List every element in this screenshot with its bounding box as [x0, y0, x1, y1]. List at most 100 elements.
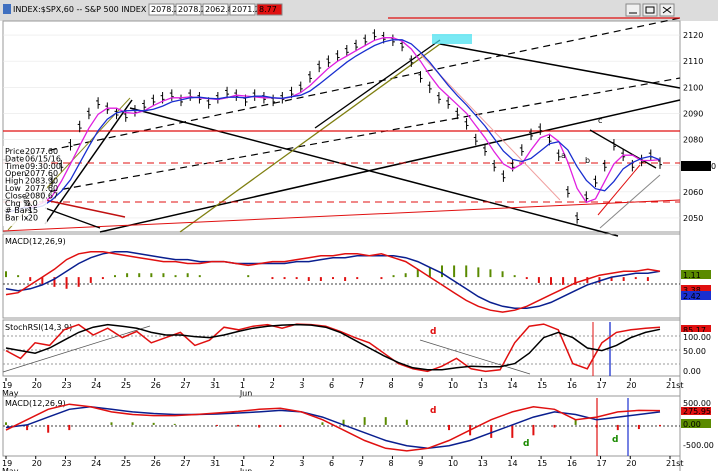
wave-labels: a b c — [561, 116, 602, 165]
date-tick-label: 20 — [32, 459, 42, 468]
date-tick-label: 14 — [507, 381, 517, 390]
date-tick-label: 13 — [478, 381, 488, 390]
date-tick-label: 8 — [388, 381, 393, 390]
date-tick-label: 31 — [210, 459, 220, 468]
value-label: 3.38 — [683, 286, 701, 295]
price-gridlines — [3, 34, 680, 219]
stochrsi-title: StochRSI(14,3,9) — [5, 323, 72, 332]
data-window-value: 2077.60 — [25, 147, 58, 156]
macd-hourly-value-labels: 1.11 3.382.42 — [681, 270, 711, 301]
wave-label-a: a — [561, 151, 566, 160]
title-value-box — [175, 3, 202, 16]
value-label-box — [681, 406, 711, 415]
data-window-label: Bar Ix — [5, 214, 29, 223]
date-tick-label: 25 — [121, 381, 131, 390]
date-tick-label: 20 — [626, 381, 636, 390]
date-tick-label: 16 — [567, 459, 577, 468]
value-label-box — [681, 346, 711, 355]
data-window-label: Time — [4, 162, 25, 171]
indicator-line-signal — [5, 403, 661, 452]
date-tick-label: 20 — [626, 459, 636, 468]
macd-daily-title: MACD(12,26,9) — [5, 399, 66, 408]
indicator-line-main — [5, 323, 661, 373]
date-tick-label: 6 — [329, 381, 334, 390]
date-tick-label: 27 — [180, 459, 190, 468]
date-tick-label: 19 — [2, 459, 12, 468]
data-window-value: 0.0 — [25, 199, 38, 208]
date-tick-label: 24 — [91, 459, 101, 468]
ma-fast-line — [5, 37, 661, 214]
value-label: 50.00 — [683, 347, 706, 356]
value-label: 0.00 — [683, 420, 701, 429]
date-tick-label: 9 — [418, 459, 423, 468]
macd-hourly-series — [5, 251, 661, 313]
macd-daily-series: d d d — [5, 403, 661, 452]
date-tick-label: 14 — [507, 459, 517, 468]
data-window-value: 2083.90 — [25, 177, 58, 186]
data-window-label: # Bars — [5, 206, 32, 215]
title-value-text: 2062.84 — [205, 5, 238, 14]
last-price-label: 2071.30 — [683, 162, 716, 171]
value-label: -500.00 — [683, 441, 714, 450]
value-label-box — [681, 270, 711, 279]
date-tick-label: 31 — [210, 381, 220, 390]
value-label-box — [681, 325, 711, 334]
date-tick-label: 9 — [418, 381, 423, 390]
date-tick-label: 24 — [91, 381, 101, 390]
price-series — [4, 29, 662, 224]
price-y-tick-label: 2080 — [683, 136, 703, 145]
date-tick-label: 7 — [359, 459, 364, 468]
month-label: Jun — [239, 389, 253, 398]
data-window-label: Price — [5, 147, 25, 156]
data-window-label: Low — [5, 184, 21, 193]
data-window — [3, 146, 47, 226]
price-y-tick-label: 2050 — [683, 214, 703, 223]
data-window-value: 2077.60 — [25, 184, 58, 193]
data-window-label: Date — [5, 154, 24, 163]
month-label: May — [2, 389, 19, 398]
data-window-label: High — [5, 177, 23, 186]
last-price-box — [681, 161, 711, 171]
data-window-value: -20 — [25, 214, 38, 223]
ma-slow-line — [5, 39, 661, 214]
maximize-button[interactable] — [642, 3, 658, 17]
value-label-box — [681, 366, 711, 375]
value-label: 100.00 — [683, 333, 711, 342]
wave-label-b: b — [585, 156, 590, 165]
indicator-line-main — [5, 251, 661, 309]
date-tick-label: 6 — [329, 459, 334, 468]
value-label: 0.00 — [683, 367, 701, 376]
date-tick-label: 1 — [240, 381, 245, 390]
price-y-tick-label: 2100 — [683, 83, 703, 92]
chart-icon — [3, 4, 11, 14]
title-value-box — [229, 3, 256, 16]
window-controls — [625, 3, 675, 17]
value-label-box — [681, 419, 711, 428]
price-y-tick-label: 2120 — [683, 31, 703, 40]
date-tick-label: 1 — [240, 459, 245, 468]
date-tick-label: 23 — [61, 459, 71, 468]
macd-hourly-panel — [2, 233, 681, 319]
data-window-value: 2077.60 — [25, 169, 58, 178]
date-tick-label: 23 — [61, 381, 71, 390]
date-tick-label: 26 — [151, 459, 161, 468]
date-tick-label: 26 — [151, 381, 161, 390]
price-y-tick-label: 2090 — [683, 109, 703, 118]
annotation-d: d — [523, 439, 529, 449]
macd-hourly-title: MACD(12,26,9) — [5, 237, 66, 246]
minimize-button[interactable] — [625, 3, 641, 17]
data-window-label: Chg % — [5, 199, 31, 208]
data-window-value: -15 — [25, 206, 38, 215]
date-tick-label: 7 — [359, 381, 364, 390]
date-axis: 19 20 23 24 25 26 27 31 1 2 3 6 7 8 9 10 13 14 15 16 17 20 21s… — [2, 378, 683, 398]
date-tick-label: 15 — [537, 381, 547, 390]
indicator-line-signal — [5, 251, 661, 313]
date-tick-label: 3 — [299, 459, 304, 468]
title-value-text: 2078.20 — [178, 5, 211, 14]
date-tick-label: 19 — [2, 381, 12, 390]
